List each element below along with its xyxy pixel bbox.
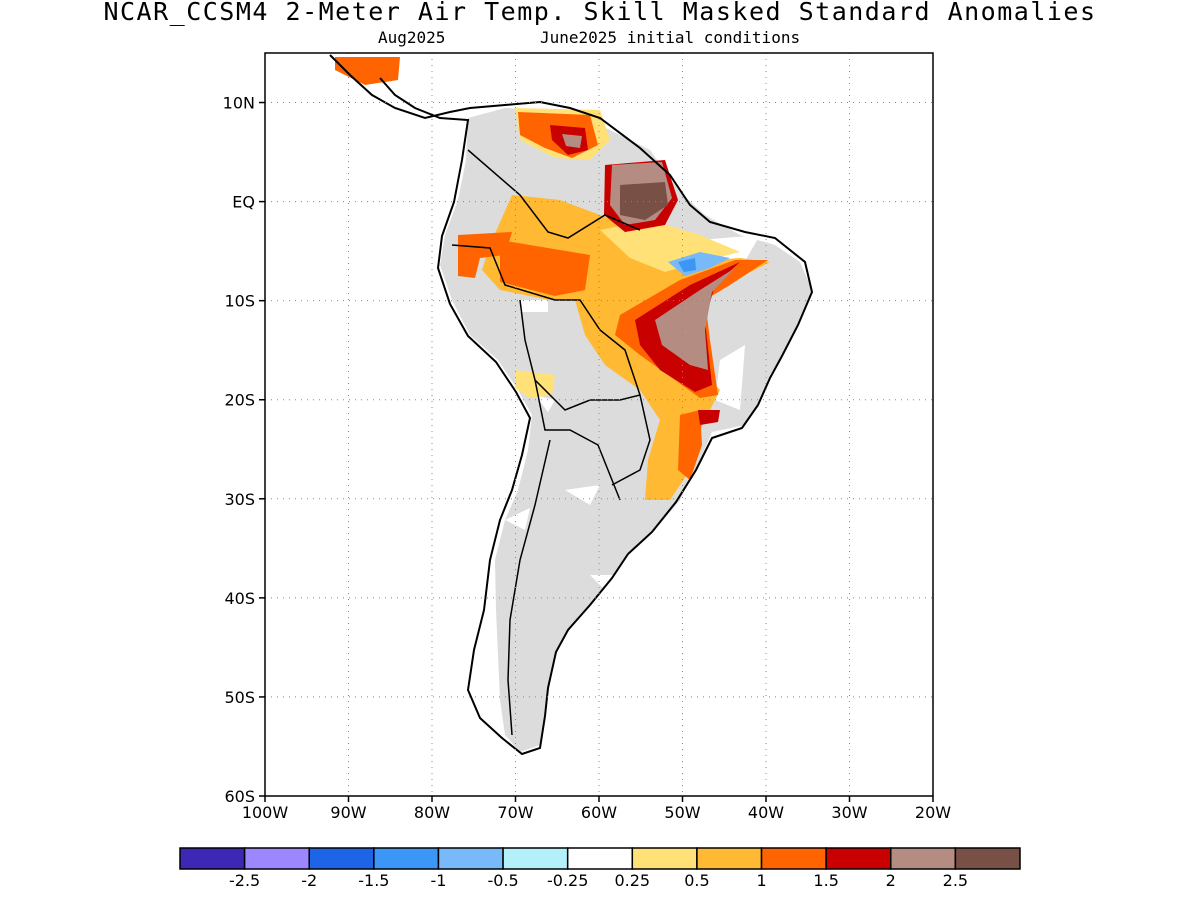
legend-swatch [437,847,504,870]
lon-tick-label: 60W [581,803,617,822]
legend-swatch [631,847,698,870]
legend-label: -0.25 [547,871,588,890]
lat-tick-label: 50S [224,688,255,707]
anomaly-2.5-central-brazil [655,268,735,370]
latitude-labels: 10N EQ 10S 20S 30S 40S 50S 60S [223,94,255,806]
anomaly-1.5-cluster-nw [335,57,400,85]
legend-label: 2 [886,871,896,890]
legend-swatch [179,847,246,870]
coastline [329,54,814,756]
graticule [259,53,934,802]
legend-swatch [373,847,440,870]
lat-tick-label: 20S [224,391,255,410]
lon-tick-label: 20W [915,803,951,822]
lon-tick-label: 50W [664,803,700,822]
anomaly-field [329,54,814,756]
lat-tick-label: 10S [224,292,255,311]
initial-conditions: June2025 initial conditions [540,28,801,47]
country-borders [451,149,651,736]
longitude-labels: 100W 90W 80W 70W 60W 50W 40W 30W 20W [242,803,951,822]
legend-label: -2 [301,871,317,890]
legend-label: -1.5 [358,871,389,890]
legend-swatch [760,847,827,870]
legend-label: 1 [756,871,766,890]
lon-tick-label: 40W [748,803,784,822]
lat-tick-label: 40S [224,589,255,608]
lon-tick-label: 80W [414,803,450,822]
legend-label: 0.25 [614,871,650,890]
map-frame [264,52,934,797]
legend-swatch [954,847,1021,870]
lon-tick-label: 100W [242,803,289,822]
legend-swatch [890,847,957,870]
legend-swatch [566,847,634,870]
anomaly-1.5-west-amazon [458,232,590,296]
anomaly-gt-2.5-guianas [620,182,668,220]
anomaly-1.5-southeast [678,410,702,480]
valid-month: Aug2025 [378,28,446,47]
legend-label: 0.5 [684,871,709,890]
legend-swatch [308,847,375,870]
legend-label: -0.5 [487,871,518,890]
lat-tick-label: 30S [224,490,255,509]
map-title: NCAR_CCSM4 2-Meter Air Temp. Skill Maske… [103,0,1097,26]
anomaly-2.5-venezuela [562,134,582,148]
legend-label: -1 [430,871,446,890]
legend-swatch [243,847,310,870]
legend-swatch [825,847,892,870]
lat-tick-label: 10N [223,94,255,113]
lon-tick-label: 30W [831,803,867,822]
legend-label: -2.5 [229,871,260,890]
anomaly-neg-1-ne-brazil [678,258,696,272]
lat-tick-label: EQ [232,193,255,212]
color-legend: -2.5 -2 -1.5 -1 -0.5 -0.25 0.25 0.5 1 1.5 2 2.5 [179,847,1021,890]
legend-swatch [696,847,763,870]
anomaly-2-southeast [698,410,720,425]
lat-tick-label: 60S [224,787,255,806]
legend-label: 2.5 [943,871,968,890]
lon-tick-label: 90W [330,803,366,822]
legend-label: 1.5 [813,871,838,890]
legend-swatch [502,847,569,870]
lon-tick-label: 70W [497,803,533,822]
